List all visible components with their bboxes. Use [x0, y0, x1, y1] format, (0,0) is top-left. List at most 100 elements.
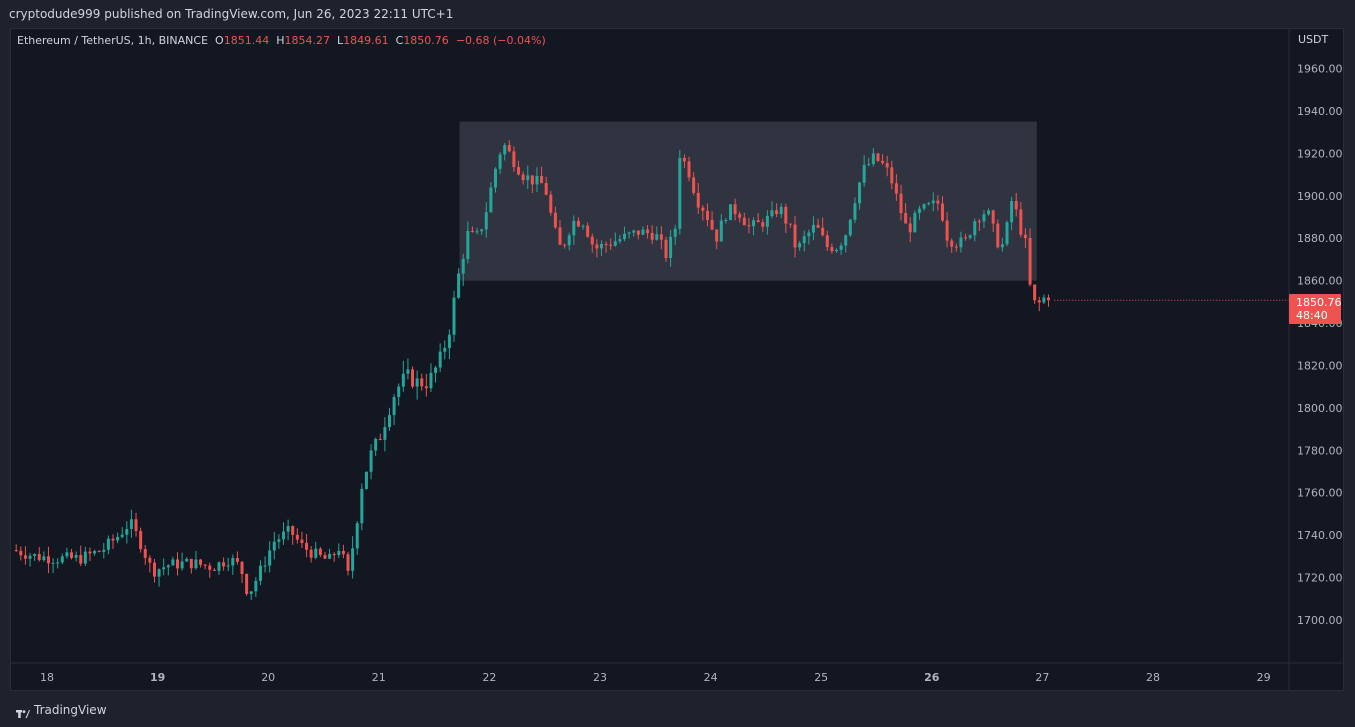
candle[interactable]	[563, 243, 567, 249]
candle[interactable]	[74, 551, 78, 562]
candle[interactable]	[742, 212, 746, 226]
candle[interactable]	[484, 202, 488, 238]
candle[interactable]	[217, 561, 221, 575]
candle[interactable]	[406, 358, 410, 380]
candle[interactable]	[549, 190, 553, 216]
candle[interactable]	[447, 329, 451, 360]
candle[interactable]	[775, 203, 779, 218]
candle[interactable]	[480, 228, 484, 235]
candle[interactable]	[429, 363, 433, 392]
candle[interactable]	[604, 241, 608, 253]
candle[interactable]	[821, 217, 825, 237]
candle[interactable]	[111, 534, 115, 550]
candle[interactable]	[876, 152, 880, 163]
candle[interactable]	[862, 155, 866, 187]
candle[interactable]	[641, 226, 645, 236]
candle[interactable]	[1000, 237, 1004, 252]
candle[interactable]	[139, 527, 143, 553]
candle[interactable]	[1019, 201, 1023, 238]
candle[interactable]	[729, 204, 733, 221]
candle[interactable]	[60, 553, 64, 565]
candle[interactable]	[1046, 294, 1050, 307]
candle[interactable]	[756, 213, 760, 223]
candle[interactable]	[894, 174, 898, 201]
candle[interactable]	[853, 197, 857, 224]
candle[interactable]	[457, 268, 461, 299]
candle[interactable]	[544, 176, 548, 196]
candle[interactable]	[415, 370, 419, 400]
candle[interactable]	[530, 175, 534, 194]
candle[interactable]	[346, 551, 350, 576]
candle[interactable]	[466, 221, 470, 264]
candle[interactable]	[106, 535, 110, 555]
candle[interactable]	[401, 360, 405, 392]
candle[interactable]	[917, 205, 921, 220]
candle[interactable]	[281, 522, 285, 545]
candle[interactable]	[79, 545, 83, 567]
candle[interactable]	[535, 167, 539, 193]
candle[interactable]	[470, 226, 474, 233]
candle[interactable]	[503, 142, 507, 161]
candle[interactable]	[1037, 296, 1041, 312]
candle[interactable]	[51, 558, 55, 574]
candle[interactable]	[1014, 192, 1018, 217]
candle[interactable]	[871, 148, 875, 167]
candle[interactable]	[97, 550, 101, 553]
candle[interactable]	[199, 558, 203, 568]
chart-frame[interactable]	[10, 28, 1344, 691]
candle[interactable]	[931, 192, 935, 212]
candle[interactable]	[33, 553, 37, 561]
candle[interactable]	[397, 383, 401, 406]
candle[interactable]	[493, 167, 497, 193]
candle[interactable]	[858, 181, 862, 210]
candle[interactable]	[623, 226, 627, 242]
candle[interactable]	[323, 551, 327, 559]
consolidation-range-box[interactable]	[459, 121, 1037, 281]
candle[interactable]	[867, 157, 871, 167]
candle[interactable]	[240, 561, 244, 583]
candle[interactable]	[443, 340, 447, 360]
candle[interactable]	[747, 217, 751, 234]
candle[interactable]	[710, 211, 714, 231]
candle[interactable]	[982, 210, 986, 229]
candle[interactable]	[802, 230, 806, 252]
candle[interactable]	[83, 546, 87, 567]
candle[interactable]	[314, 542, 318, 560]
candle[interactable]	[526, 165, 530, 190]
candle[interactable]	[664, 236, 668, 262]
candle[interactable]	[977, 218, 981, 232]
candle[interactable]	[378, 433, 382, 441]
candle[interactable]	[899, 184, 903, 221]
candle[interactable]	[120, 527, 124, 539]
candle[interactable]	[673, 224, 677, 245]
candle[interactable]	[355, 521, 359, 555]
candle[interactable]	[148, 555, 152, 573]
candle[interactable]	[724, 218, 728, 224]
candle[interactable]	[811, 216, 815, 241]
candle[interactable]	[305, 533, 309, 558]
candle[interactable]	[475, 227, 479, 235]
candle[interactable]	[383, 417, 387, 452]
candle[interactable]	[14, 544, 18, 552]
candle[interactable]	[387, 407, 391, 431]
candle[interactable]	[779, 203, 783, 219]
candle[interactable]	[1023, 228, 1027, 248]
candle[interactable]	[904, 203, 908, 224]
candle[interactable]	[788, 223, 792, 228]
candle[interactable]	[968, 234, 972, 240]
candle[interactable]	[157, 568, 161, 587]
candle[interactable]	[793, 216, 797, 258]
candle[interactable]	[996, 219, 1000, 249]
candle[interactable]	[692, 172, 696, 196]
candle[interactable]	[848, 218, 852, 237]
candle[interactable]	[973, 218, 977, 242]
candle[interactable]	[424, 373, 428, 397]
candle[interactable]	[152, 559, 156, 583]
candle[interactable]	[567, 232, 571, 251]
candle[interactable]	[93, 549, 97, 556]
candle[interactable]	[618, 234, 622, 244]
candle[interactable]	[291, 525, 295, 545]
candle[interactable]	[959, 231, 963, 253]
candle[interactable]	[129, 509, 133, 538]
candle[interactable]	[235, 551, 239, 565]
